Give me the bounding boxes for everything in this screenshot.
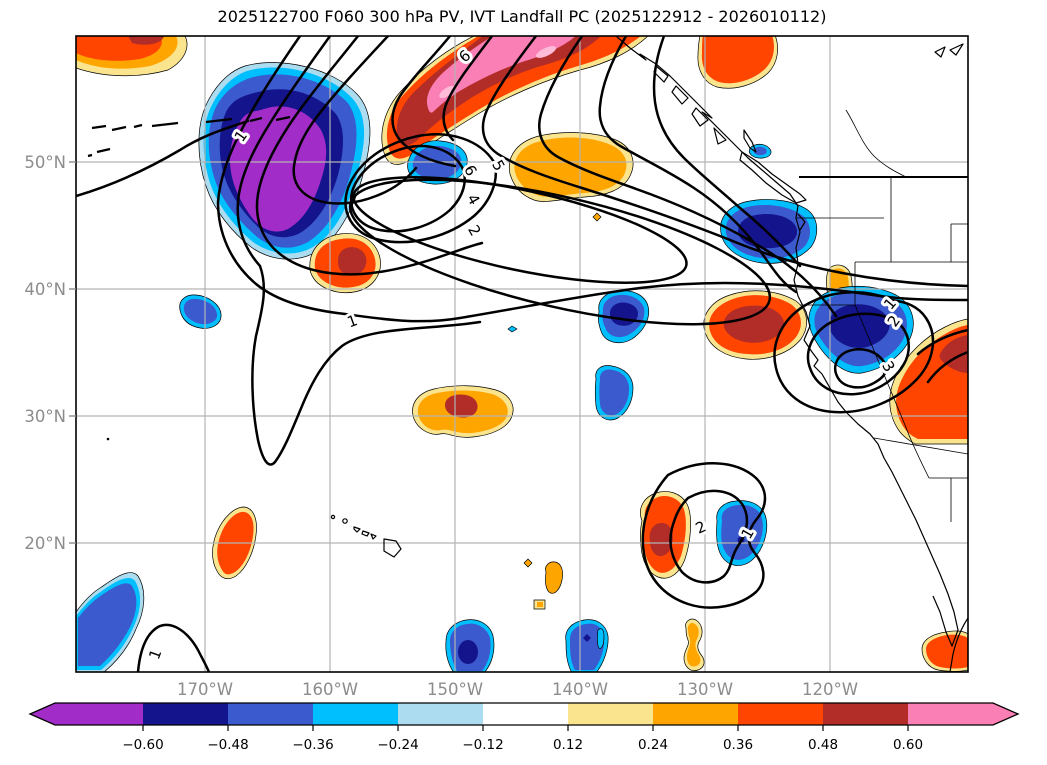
colorbar-tick-label: 0.12 bbox=[553, 737, 583, 753]
lat-tick-label: 30°N bbox=[24, 407, 66, 426]
anomaly-positive-center-south bbox=[412, 385, 514, 438]
aleutian-islands bbox=[87, 115, 291, 158]
anomaly-positive-midwest-pacific bbox=[309, 233, 381, 294]
colorbar-segment bbox=[823, 703, 908, 725]
anomaly-positive-center-north bbox=[508, 132, 634, 202]
lon-tick-label: 140°W bbox=[552, 680, 608, 699]
lon-tick-label: 130°W bbox=[677, 680, 733, 699]
contour-line bbox=[806, 312, 910, 396]
graticule bbox=[76, 36, 968, 672]
colorbar-tick-label: 0.24 bbox=[638, 737, 668, 753]
colorbar-tick-label: 0.60 bbox=[893, 737, 923, 753]
anomaly-negative-vancouver-island bbox=[748, 143, 772, 159]
small-island-dot bbox=[106, 437, 110, 441]
contour-line bbox=[652, 36, 802, 268]
anomaly-negative-nw bbox=[198, 62, 371, 260]
anomaly-positive-specks bbox=[523, 558, 563, 610]
colorbar-tick-labels: −0.60 −0.48 −0.36 −0.24 −0.12 0.12 0.24 … bbox=[122, 737, 923, 753]
contour-line bbox=[598, 36, 798, 294]
colorbar-tick-label: −0.36 bbox=[292, 737, 333, 753]
lat-tick-label: 50°N bbox=[24, 153, 66, 172]
lon-tick-label: 160°W bbox=[302, 680, 358, 699]
lat-tick-label: 20°N bbox=[24, 534, 66, 553]
coastlines bbox=[87, 36, 968, 672]
colorbar-segment bbox=[738, 703, 823, 725]
lon-tick-label: 170°W bbox=[177, 680, 233, 699]
colorbar-tick-label: −0.60 bbox=[122, 737, 163, 753]
contour-line bbox=[216, 36, 968, 323]
colorbar-tick-label: 0.48 bbox=[808, 737, 838, 753]
contour-line bbox=[348, 178, 772, 326]
contour-line bbox=[352, 176, 688, 284]
colorbar-tick-label: −0.24 bbox=[377, 737, 418, 753]
anomaly-positive-aleutian bbox=[76, 36, 188, 77]
anomaly-positive-bc bbox=[697, 36, 778, 89]
contour-line bbox=[773, 291, 935, 414]
colorbar-outline bbox=[28, 702, 1020, 726]
anomaly-positive-speck-1 bbox=[592, 212, 602, 222]
contour-line bbox=[236, 36, 482, 466]
colorbar-segment bbox=[483, 703, 568, 725]
contour-line bbox=[76, 119, 250, 198]
anomaly-negative-bottom-1 bbox=[445, 619, 495, 672]
contour-lines bbox=[76, 36, 968, 672]
colorbar: −0.60 −0.48 −0.36 −0.24 −0.12 0.12 0.24 … bbox=[28, 702, 1020, 753]
colorbar-segment bbox=[568, 703, 653, 725]
plot-frame bbox=[75, 35, 969, 673]
colorbar-segment bbox=[228, 703, 313, 725]
contour-line bbox=[292, 36, 418, 205]
contour-line bbox=[136, 623, 211, 672]
hawaii-islands bbox=[330, 514, 402, 558]
filled-contours bbox=[76, 36, 968, 672]
anomaly-negative-subtropics-1 bbox=[594, 365, 634, 421]
colorbar-extend-right bbox=[908, 703, 1018, 725]
islands-top-right bbox=[934, 43, 964, 58]
contour-line bbox=[442, 36, 494, 142]
contour-line bbox=[916, 328, 968, 356]
colorbar-segment bbox=[143, 703, 228, 725]
colorbar-ticks bbox=[142, 725, 909, 731]
anomaly-negative-tropics bbox=[716, 500, 768, 566]
contour-line bbox=[344, 133, 497, 244]
anomaly-positive-bottom-ribbon bbox=[683, 618, 705, 672]
contour-line bbox=[538, 36, 838, 318]
contour-line bbox=[481, 36, 968, 288]
plot-title: 2025122700 F060 300 hPa PV, IVT Landfall… bbox=[218, 7, 827, 26]
lat-tick-label: 40°N bbox=[24, 280, 66, 299]
contour-line bbox=[834, 348, 888, 389]
contour-line bbox=[391, 36, 457, 168]
anomaly-negative-west bbox=[179, 294, 222, 329]
lon-tick-label: 150°W bbox=[427, 680, 483, 699]
anomaly-negative-bottom-left bbox=[76, 572, 145, 672]
colorbar-tick-label: −0.12 bbox=[462, 737, 503, 753]
contour-line bbox=[641, 462, 767, 609]
contour-line bbox=[669, 489, 749, 584]
latitude-axis: 50°N 40°N 30°N 20°N bbox=[24, 153, 76, 553]
colorbar-tick-label: 0.36 bbox=[723, 737, 753, 753]
colorbar-extend-left bbox=[30, 703, 143, 725]
lon-tick-label: 120°W bbox=[802, 680, 858, 699]
anomaly-negative-california bbox=[808, 285, 914, 374]
anomaly-positive-offshore-california bbox=[703, 290, 807, 360]
contour-line bbox=[926, 350, 968, 384]
colorbar-segment bbox=[653, 703, 738, 725]
anomaly-negative-speck bbox=[507, 325, 518, 333]
longitude-axis: 170°W 160°W 150°W 140°W 130°W 120°W bbox=[177, 680, 858, 699]
colorbar-tick-label: −0.48 bbox=[207, 737, 248, 753]
contour-line bbox=[349, 144, 466, 233]
anomaly-negative-sliver bbox=[596, 628, 605, 649]
political-borders bbox=[797, 109, 968, 522]
contour-line bbox=[255, 36, 484, 276]
colorbar-segment bbox=[313, 703, 398, 725]
colorbar-segment bbox=[398, 703, 483, 725]
